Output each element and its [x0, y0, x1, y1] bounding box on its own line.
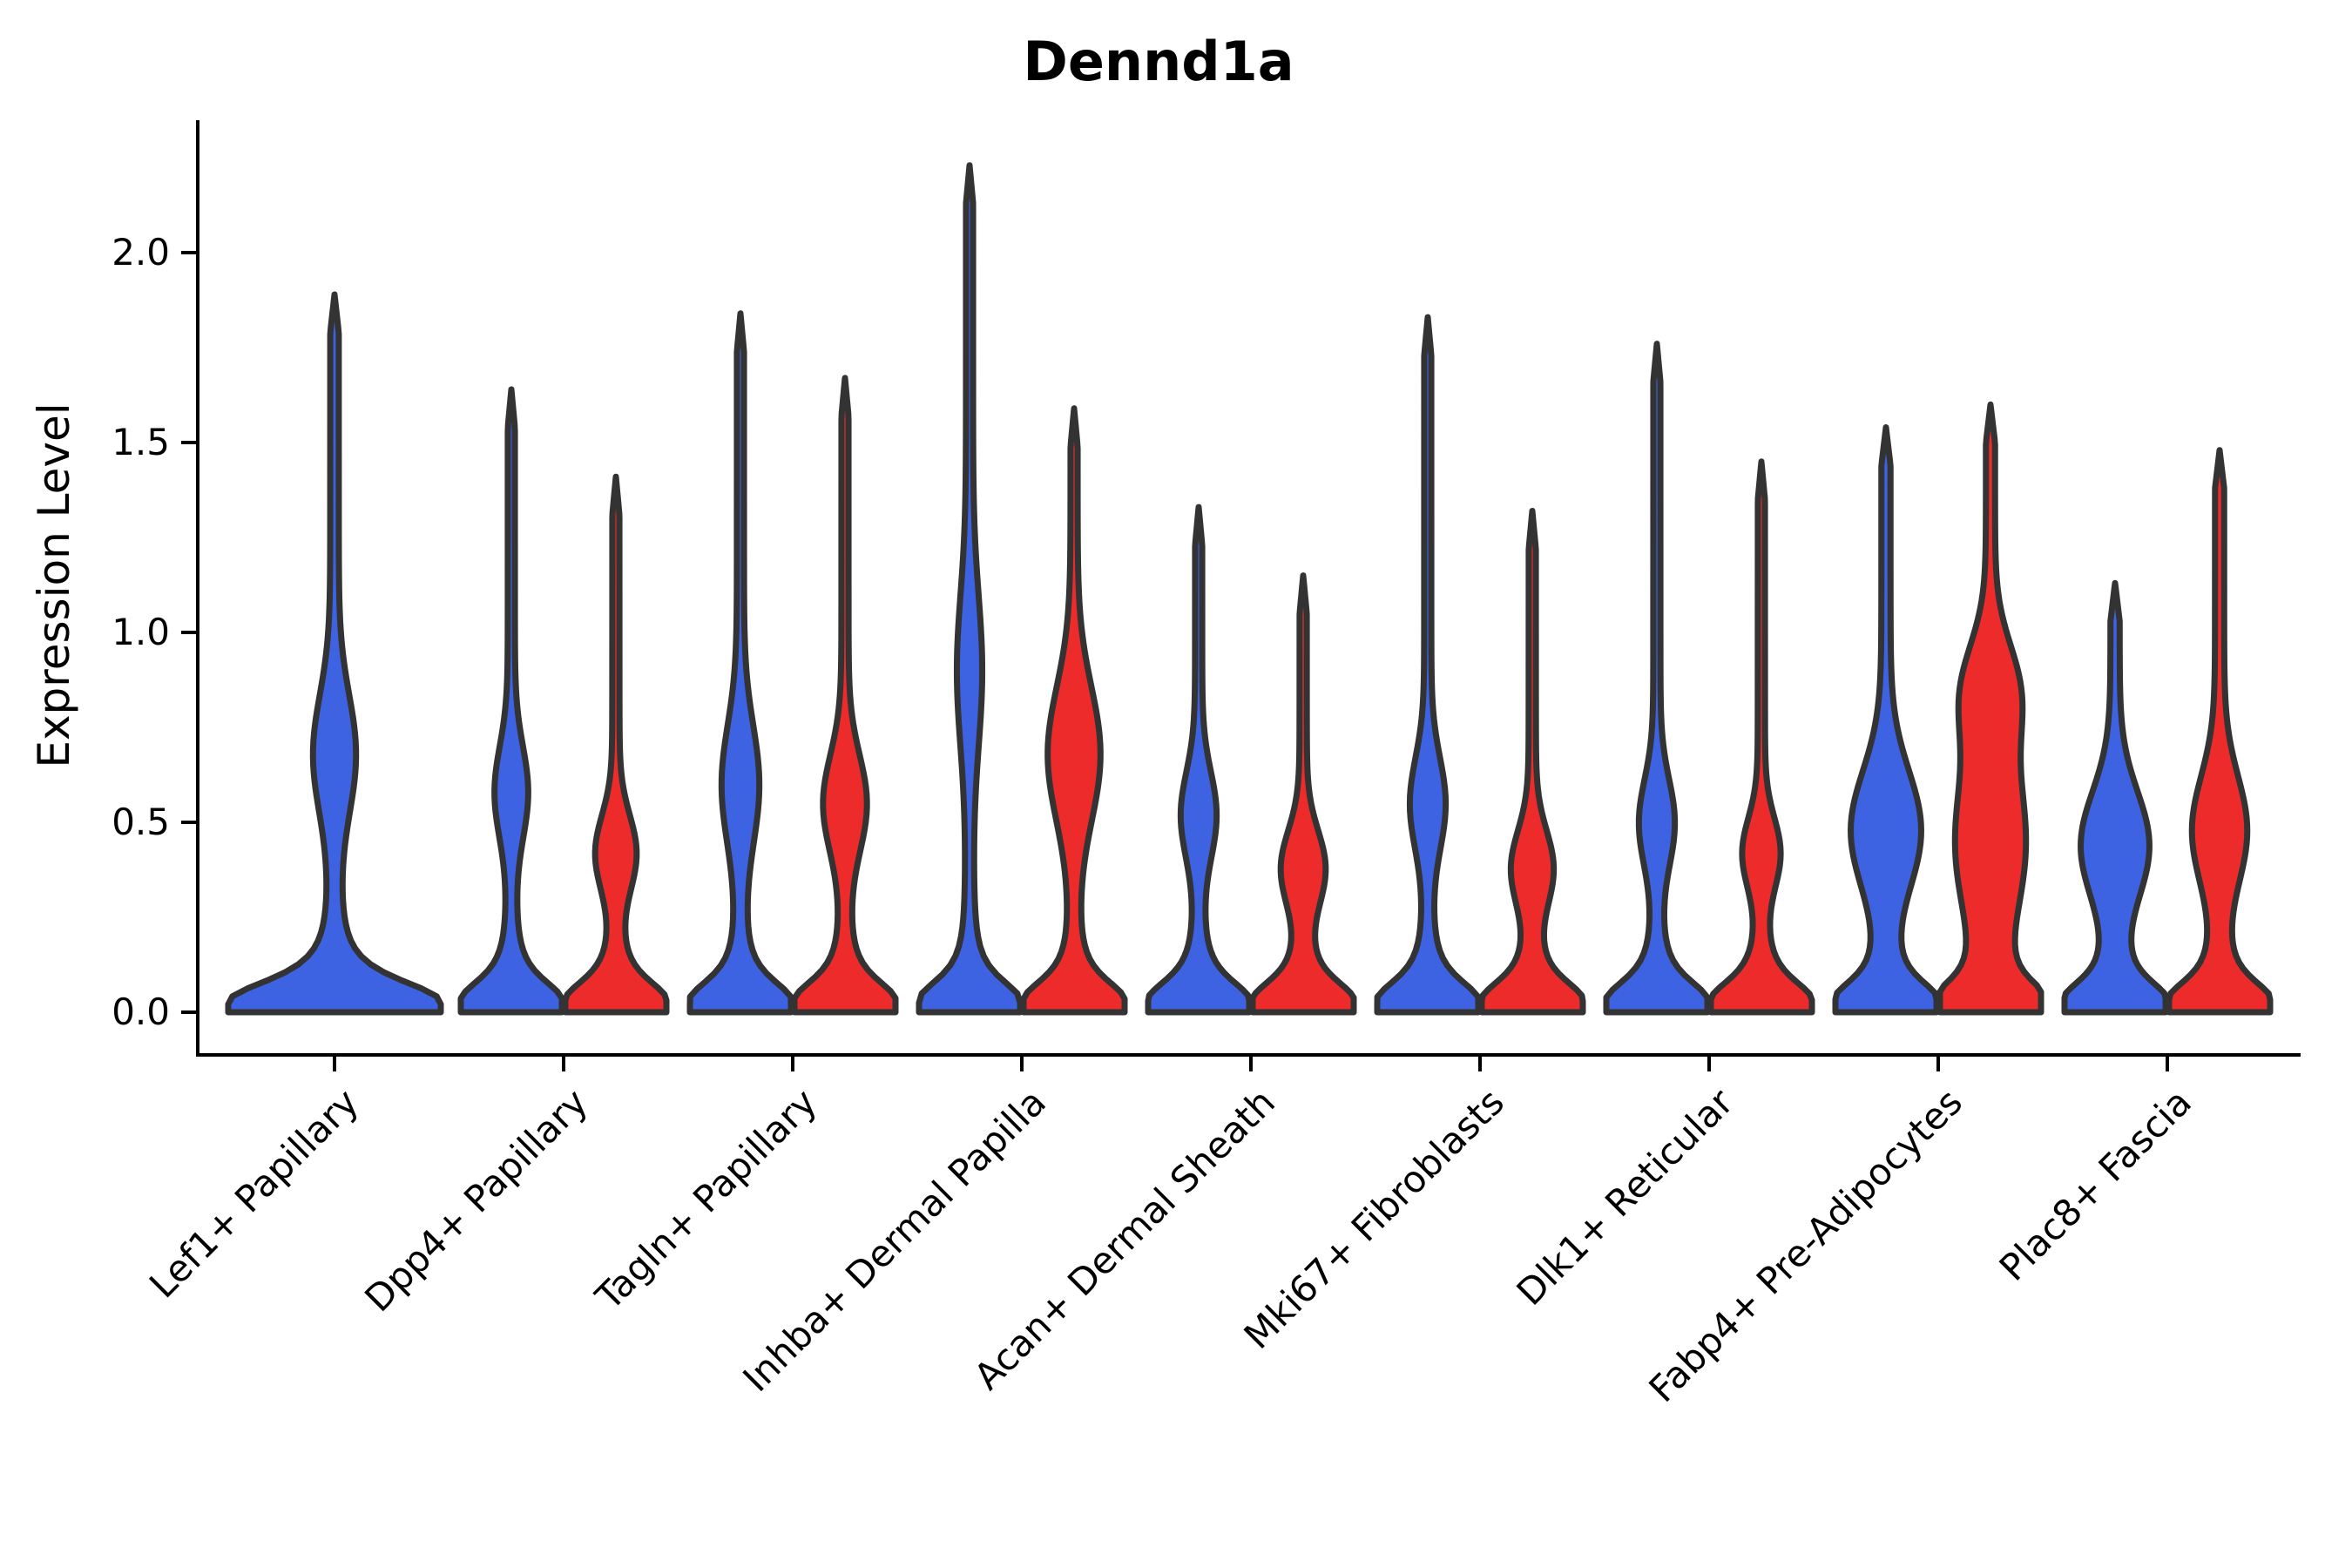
y-tick-label: 1.0: [112, 611, 170, 653]
violin-3-red: [791, 375, 899, 1016]
y-tick-label: 0.5: [112, 801, 170, 843]
violin-7-red: [1707, 458, 1815, 1016]
x-tick-label: Mki67+ Fibroblasts: [1236, 1080, 1512, 1356]
violin-9-red: [2166, 447, 2274, 1016]
violin-8-red: [1936, 401, 2044, 1016]
violin-9-blue: [2061, 579, 2169, 1016]
x-tick-label: Tagln+ Papillary: [587, 1080, 825, 1318]
violin-3-blue: [686, 310, 794, 1016]
chart-title: Dennd1a: [1023, 30, 1294, 93]
violin-2-red: [562, 473, 670, 1016]
violin-5-blue: [1145, 504, 1253, 1016]
violin-6-red: [1478, 507, 1586, 1016]
y-tick-label: 2.0: [112, 231, 170, 274]
violin-2-blue: [457, 386, 565, 1016]
violin-4-red: [1020, 405, 1128, 1016]
x-tick-label: Dpp4+ Papillary: [356, 1080, 596, 1320]
violin-6-blue: [1374, 314, 1482, 1016]
x-tick-label: Lef1+ Papillary: [141, 1080, 367, 1306]
y-tick-label: 0.0: [112, 990, 170, 1033]
x-tick-label: Dlk1+ Reticular: [1509, 1080, 1742, 1314]
violin-1-blue: [225, 291, 444, 1016]
violin-5-red: [1249, 572, 1357, 1016]
y-tick-label: 1.5: [112, 421, 170, 463]
x-tick-label: Plac8+ Fascia: [1991, 1080, 2200, 1288]
axis-spines: [196, 120, 2301, 1057]
violin-4-blue: [916, 162, 1024, 1016]
violin-7-blue: [1603, 341, 1711, 1016]
violin-8-blue: [1832, 424, 1940, 1016]
